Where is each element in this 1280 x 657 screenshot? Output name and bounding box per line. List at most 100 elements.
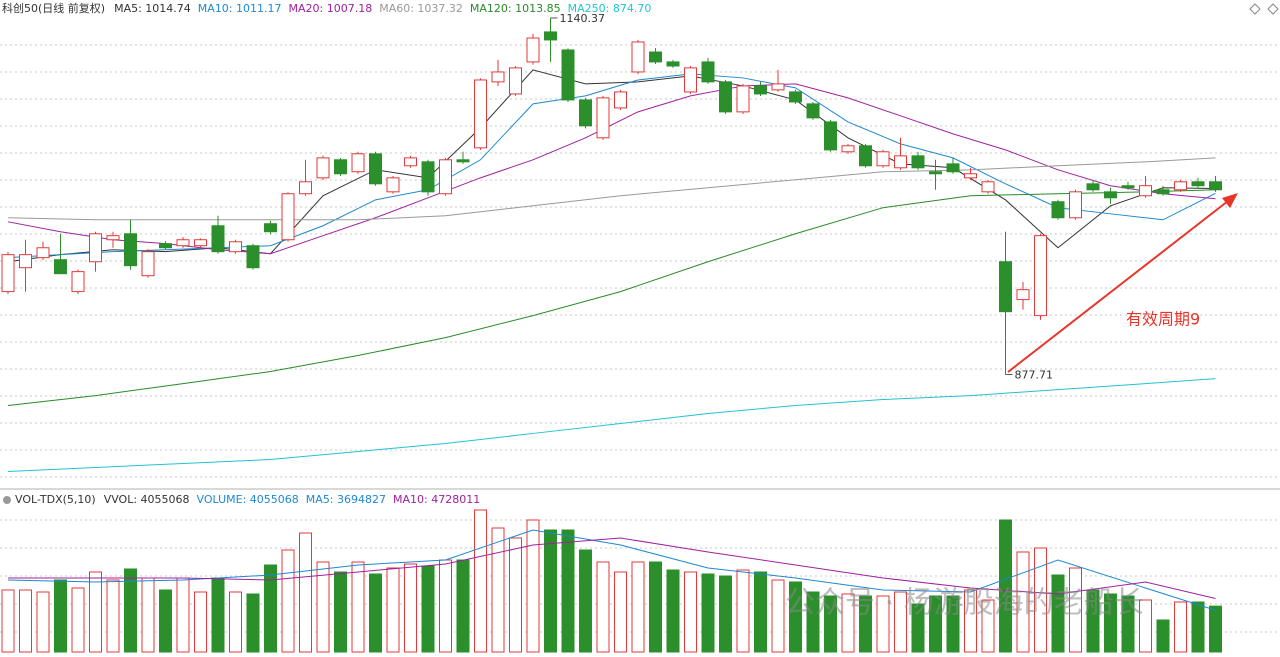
candle-body [159, 243, 172, 249]
arrow [1007, 200, 1229, 373]
candle-body [579, 99, 592, 127]
candle-body [194, 239, 207, 247]
candle-body [54, 259, 67, 275]
volume-bar [211, 577, 225, 653]
volume-bar [771, 579, 785, 653]
volume-bar [1069, 567, 1082, 653]
candle-body [596, 97, 610, 139]
volume-bar [544, 529, 557, 653]
candle-body [684, 67, 697, 93]
volume-bar [631, 561, 645, 653]
volume-bar [736, 569, 750, 653]
volume-bar [36, 591, 50, 653]
legend-entry: VVOL: 4055068 [104, 493, 190, 506]
candle-body [439, 159, 452, 195]
candle-body [929, 171, 942, 175]
extreme-label: 1140.37 [560, 12, 606, 25]
volume-bar [806, 591, 820, 653]
volume-bar [859, 595, 872, 653]
arrow-head [1222, 193, 1238, 208]
volume-bar [404, 563, 417, 653]
candle-body [421, 161, 435, 193]
candle-body [1069, 191, 1082, 219]
candle-body [456, 159, 470, 163]
watermark: 公众号 · 杨游股海的老船长 [785, 586, 1144, 621]
volume-bar [1191, 601, 1205, 653]
volume-bar [316, 561, 330, 653]
candle-body [491, 71, 505, 83]
volume-bar [491, 527, 505, 653]
extreme-label: 877.71 [1015, 369, 1054, 382]
candle-body [1191, 181, 1205, 187]
volume-bar [281, 549, 295, 653]
volume-bar [876, 595, 890, 653]
volume-bar [719, 575, 732, 653]
volume-bar [351, 561, 365, 653]
volume-bar [386, 567, 400, 653]
legend-entry: MA20: 1007.18 [289, 2, 373, 15]
candle-body [316, 157, 330, 179]
volume-bar [614, 571, 627, 653]
volume-bar [1156, 619, 1170, 653]
candle-body [386, 177, 400, 193]
volume-bar [334, 571, 347, 653]
volume-bar [684, 571, 697, 653]
volume-bar [1034, 547, 1047, 653]
candle-body [1086, 183, 1100, 191]
volume-bar [474, 509, 487, 653]
candle-body [964, 173, 977, 179]
volume-bar [911, 603, 925, 653]
candle-body [281, 193, 295, 241]
candle-body [719, 81, 732, 113]
candle-body [824, 121, 837, 151]
ma-line [7, 189, 1216, 406]
volume-bar [369, 573, 382, 653]
volume-bar [246, 593, 260, 653]
candle-body [509, 67, 522, 95]
volume-bar [456, 559, 470, 653]
volume-bar [124, 568, 137, 653]
volume-bar [579, 549, 592, 653]
volume-bar [649, 561, 662, 653]
candle-body [211, 225, 225, 253]
volume-bar [141, 577, 155, 653]
candle-body [229, 241, 242, 253]
candle-body [1051, 201, 1065, 219]
candle-body [474, 79, 487, 149]
legend-entry: MA120: 1013.85 [470, 2, 561, 15]
annotation: 有效周期9 [1126, 310, 1200, 329]
volume-bar [229, 591, 242, 653]
grid [0, 44, 1280, 633]
candle-body [36, 247, 50, 259]
indicator-menu[interactable] [3, 496, 11, 504]
candle-body [89, 233, 102, 263]
candle-body [246, 245, 260, 269]
volume-bar [19, 589, 32, 653]
chart-title: 科创50(日线 前复权) [2, 1, 105, 15]
candle-body [631, 41, 645, 73]
volume-bar [1139, 599, 1152, 653]
volume-bar [964, 589, 977, 653]
volume-bar [54, 579, 67, 653]
candle-body [141, 251, 155, 277]
candle-body [859, 145, 872, 167]
candle-body [264, 223, 277, 233]
candle-body [701, 61, 715, 83]
volume-bar [981, 599, 995, 653]
candle-body [1139, 185, 1152, 197]
candle-body [176, 239, 190, 247]
volume-bar [1016, 551, 1030, 653]
icon[interactable] [1249, 3, 1261, 15]
icon[interactable] [1267, 3, 1279, 15]
candle-body [1, 254, 15, 293]
volume-bar [89, 571, 102, 653]
candle-body [1034, 235, 1047, 317]
plot: 1140.37 877.71 有效周期9 [1, 12, 1222, 653]
candle-body [649, 51, 662, 63]
volume-bar [1121, 595, 1135, 653]
candle-body [771, 83, 785, 91]
candle-body [1174, 181, 1187, 191]
volume-bar [701, 573, 715, 653]
volume-bar [1086, 589, 1100, 653]
